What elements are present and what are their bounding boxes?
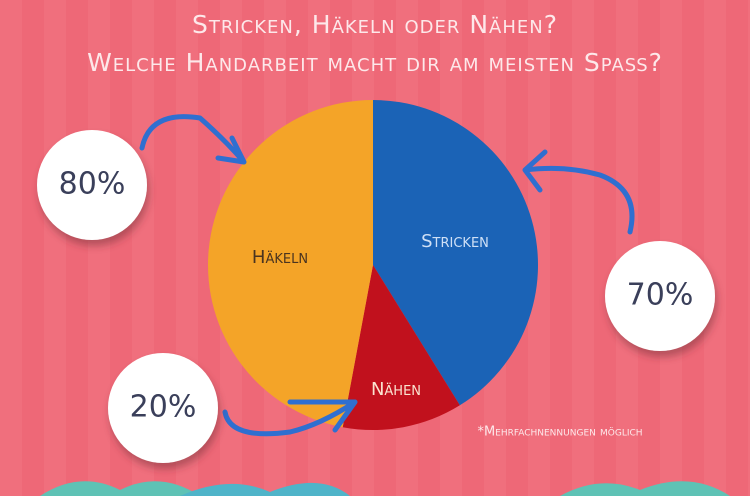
value-label: 80% — [59, 167, 126, 202]
arrows — [139, 114, 635, 437]
slice-label: Nähen — [371, 379, 421, 400]
value-bubbles: 70% 20% 80% — [37, 130, 715, 463]
pie-slice — [342, 265, 460, 430]
value-label: 20% — [130, 390, 197, 425]
pie: Stricken Nähen Häkeln — [207, 100, 538, 430]
annotation: *Mehrfachnennungen möglich — [477, 425, 642, 440]
bubble — [108, 353, 218, 463]
pie-slice — [373, 100, 538, 406]
bubble — [37, 130, 147, 240]
bubble — [605, 241, 715, 351]
value-label: 70% — [627, 278, 694, 313]
chart-title: Stricken, Häkeln oder Nähen? — [192, 10, 558, 39]
slice-label: Stricken — [421, 231, 489, 252]
slice-label: Häkeln — [252, 247, 308, 268]
pie-slice — [207, 100, 373, 428]
bottom-waves — [40, 481, 730, 496]
chart-subtitle: Welche Handarbeit macht dir am meisten S… — [87, 48, 663, 77]
